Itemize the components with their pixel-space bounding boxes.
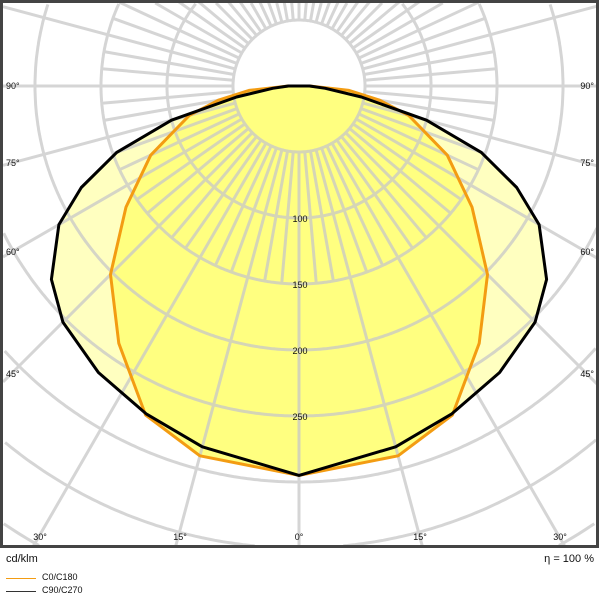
legend-label-c0: C0/C180 — [42, 572, 78, 582]
angle-label-left: 90° — [6, 81, 20, 91]
angle-label-right: 45° — [580, 369, 594, 379]
grid-spoke — [263, 150, 290, 282]
angle-label-right: 60° — [580, 247, 594, 257]
grid-spoke — [224, 0, 258, 37]
grid-spoke — [344, 131, 599, 386]
grid-spoke — [344, 1, 384, 41]
grid-spoke — [135, 122, 246, 201]
grid-spoke — [355, 1, 444, 55]
radial-tick-label: 250 — [292, 412, 307, 422]
grid-spoke — [174, 149, 284, 547]
grid-spoke — [2, 117, 243, 259]
angle-label-bottom: 30° — [33, 532, 47, 542]
grid-spoke — [266, 0, 278, 25]
grid-spoke — [146, 127, 250, 215]
grid-spoke — [118, 112, 240, 172]
plot-area — [1, 0, 599, 548]
grid-spoke — [32, 142, 268, 547]
grid-spoke — [325, 145, 385, 267]
grid-spoke — [364, 90, 497, 105]
angle-label-right: 90° — [580, 81, 594, 91]
radial-tick-label: 200 — [292, 346, 307, 356]
legend-swatch-c0 — [6, 578, 36, 579]
radial-tick-label: 150 — [292, 280, 307, 290]
grid-spoke — [314, 149, 424, 547]
grid-spoke — [184, 139, 263, 250]
unit-label: cd/klm — [6, 553, 38, 565]
grid-spoke — [236, 0, 263, 33]
grid-spoke — [358, 112, 480, 172]
angle-label-left: 75° — [6, 158, 20, 168]
grid-spoke — [364, 67, 497, 82]
angle-label-bottom: 0° — [295, 532, 304, 542]
grid-spoke — [214, 1, 254, 41]
grid-spoke — [330, 142, 566, 547]
grid-spoke — [154, 1, 243, 55]
grid-spoke — [360, 16, 486, 65]
grid-spoke — [320, 147, 369, 273]
grid-spoke — [103, 95, 235, 122]
angle-label-left: 45° — [6, 369, 20, 379]
grid-spoke — [340, 0, 374, 37]
grid-spoke — [362, 101, 598, 168]
grid-spoke — [362, 4, 598, 71]
grid-spoke — [358, 0, 480, 60]
angle-label-bottom: 15° — [173, 532, 187, 542]
angle-label-bottom: 15° — [413, 532, 427, 542]
grid-spoke — [308, 150, 335, 282]
grid-spoke — [325, 0, 341, 27]
grid-spoke — [303, 151, 318, 284]
grid-ring — [165, 2, 433, 220]
grid-spoke — [101, 67, 234, 82]
grid-spoke — [249, 2, 268, 30]
grid-spoke — [229, 147, 278, 273]
grid-ring — [4, 438, 597, 548]
grid-spoke — [1, 131, 254, 384]
grid-spoke — [112, 16, 238, 65]
efficiency-label: η = 100 % — [544, 553, 594, 565]
grid-spoke — [213, 145, 273, 267]
grid-spoke — [352, 122, 463, 201]
grid-spoke — [280, 151, 295, 284]
grid-spoke — [363, 95, 495, 122]
grid-spoke — [352, 0, 425, 50]
grid-spoke — [170, 135, 258, 239]
grid-spoke — [101, 90, 234, 105]
angle-label-bottom: 30° — [553, 532, 567, 542]
grid-spoke — [320, 0, 332, 25]
grid-spoke — [363, 50, 495, 77]
series-line-c90 — [49, 84, 549, 477]
grid-spoke — [330, 2, 349, 30]
grid-spoke — [118, 0, 240, 60]
grid-spoke — [173, 0, 246, 50]
radial-tick-label: 100 — [292, 214, 307, 224]
grid-ring — [3, 347, 597, 484]
grid-spoke — [335, 139, 414, 250]
grid — [1, 0, 599, 548]
frame — [0, 0, 599, 548]
grid-spoke — [103, 50, 235, 77]
grid-spoke — [335, 0, 362, 33]
grid-spoke — [348, 127, 452, 215]
grid-spoke — [275, 2, 284, 23]
grid-ring — [2, 522, 596, 547]
grid-spoke — [257, 0, 273, 27]
grid-ring — [2, 227, 599, 418]
legend-label-c90: C90/C270 — [42, 585, 83, 595]
grid-spoke — [2, 5, 236, 71]
grid-spoke — [355, 117, 598, 260]
grid-spoke — [314, 2, 323, 23]
grid-spoke — [2, 101, 236, 167]
legend-swatch-c90 — [6, 591, 36, 592]
angle-label-right: 75° — [580, 158, 594, 168]
angle-label-left: 60° — [6, 247, 20, 257]
grid-spoke — [340, 135, 428, 239]
